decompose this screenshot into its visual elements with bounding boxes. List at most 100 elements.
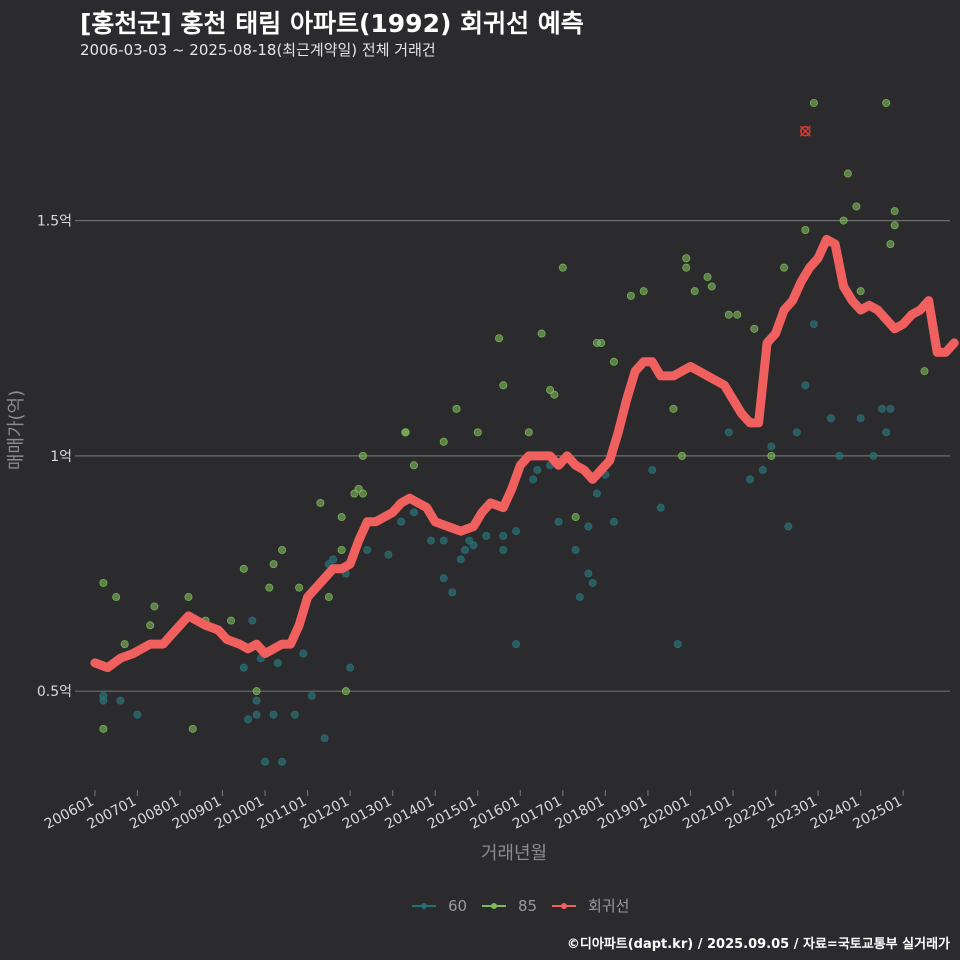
point-60: [575, 593, 584, 602]
point-60: [439, 574, 448, 583]
point-85: [537, 329, 546, 338]
highlight-cross: [799, 125, 811, 137]
y-axis-label: 매매가(억): [6, 390, 27, 470]
point-60: [648, 465, 657, 474]
legend-swatch-dot: [561, 903, 567, 909]
point-60: [499, 546, 508, 555]
point-60: [384, 550, 393, 559]
point-60: [363, 546, 372, 555]
legend-item: 60: [412, 897, 467, 915]
point-85: [239, 564, 248, 573]
point-60: [461, 546, 470, 555]
point-85: [852, 202, 861, 211]
point-85: [358, 489, 367, 498]
point-60: [426, 536, 435, 545]
point-60: [584, 569, 593, 578]
point-60: [512, 527, 521, 536]
point-60: [656, 503, 665, 512]
point-60: [269, 710, 278, 719]
point-85: [839, 216, 848, 225]
point-85: [99, 578, 108, 587]
point-85: [609, 357, 618, 366]
point-60: [746, 475, 755, 484]
point-85: [724, 310, 733, 319]
legend-item: 회귀선: [552, 897, 629, 915]
point-85: [269, 560, 278, 569]
point-60: [588, 578, 597, 587]
regression-path: [90, 234, 959, 673]
point-60: [290, 710, 299, 719]
point-60: [239, 663, 248, 672]
point-60: [826, 414, 835, 423]
point-60: [499, 531, 508, 540]
legend-label: 85: [518, 897, 537, 915]
point-60: [882, 428, 891, 437]
point-85: [886, 240, 895, 249]
point-85: [120, 640, 129, 649]
legend-swatch-dot: [421, 903, 427, 909]
point-60: [346, 663, 355, 672]
legend: 60 85 회귀선: [412, 897, 629, 915]
point-85: [801, 225, 810, 234]
y-tick-label: 1억: [50, 449, 72, 465]
point-85: [150, 602, 159, 611]
point-85: [682, 263, 691, 272]
point-85: [401, 428, 410, 437]
point-85: [188, 724, 197, 733]
point-60: [469, 541, 478, 550]
point-85: [499, 381, 508, 390]
point-60: [252, 710, 261, 719]
point-60: [784, 522, 793, 531]
point-60: [248, 616, 257, 625]
point-85: [278, 546, 287, 555]
legend-item: 85: [482, 897, 537, 915]
x-axis-label: 거래년월: [481, 843, 547, 864]
point-85: [639, 287, 648, 296]
legend-label: 60: [448, 897, 467, 915]
point-60: [877, 404, 886, 413]
point-85: [856, 287, 865, 296]
point-85: [409, 461, 418, 470]
point-60: [554, 517, 563, 526]
point-85: [809, 98, 818, 107]
point-60: [244, 715, 253, 724]
point-85: [524, 428, 533, 437]
point-60: [320, 734, 329, 743]
highlight-marker: [799, 125, 811, 137]
point-60: [252, 696, 261, 705]
point-60: [261, 757, 270, 766]
y-tick-label: 0.5억: [37, 684, 72, 700]
legend-label: 회귀선: [588, 897, 629, 915]
point-85: [669, 404, 678, 413]
point-85: [767, 451, 776, 460]
legend-swatch-dot: [491, 903, 497, 909]
grid: [80, 219, 950, 692]
point-85: [597, 338, 606, 347]
point-85: [682, 254, 691, 263]
point-60: [329, 555, 338, 564]
x-tick-label: 202501: [850, 793, 905, 832]
point-60: [299, 649, 308, 658]
point-85: [890, 221, 899, 230]
point-60: [409, 508, 418, 517]
point-60: [609, 517, 618, 526]
point-60: [673, 640, 682, 649]
point-85: [890, 207, 899, 216]
point-85: [452, 404, 461, 413]
point-85: [920, 367, 929, 376]
point-85: [495, 334, 504, 343]
point-85: [337, 546, 346, 555]
point-60: [571, 546, 580, 555]
point-60: [273, 658, 282, 667]
point-85: [324, 593, 333, 602]
point-85: [227, 616, 236, 625]
point-60: [584, 522, 593, 531]
point-60: [869, 451, 878, 460]
point-85: [780, 263, 789, 272]
point-60: [397, 517, 406, 526]
point-60: [278, 757, 287, 766]
point-85: [626, 291, 635, 300]
point-85: [252, 687, 261, 696]
point-60: [758, 465, 767, 474]
